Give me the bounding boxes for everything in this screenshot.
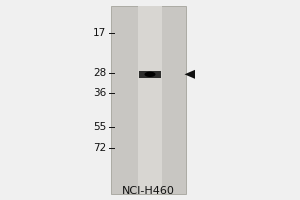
Bar bbox=[111, 6, 186, 194]
Text: 72: 72 bbox=[93, 143, 106, 153]
Polygon shape bbox=[184, 70, 195, 79]
Bar bbox=[139, 71, 161, 78]
Text: 28: 28 bbox=[93, 68, 106, 78]
Bar bbox=[138, 6, 162, 194]
Text: 17: 17 bbox=[93, 28, 106, 38]
Text: 36: 36 bbox=[93, 88, 106, 98]
Text: NCI-H460: NCI-H460 bbox=[122, 186, 175, 196]
Text: 55: 55 bbox=[93, 122, 106, 132]
Ellipse shape bbox=[145, 72, 155, 77]
